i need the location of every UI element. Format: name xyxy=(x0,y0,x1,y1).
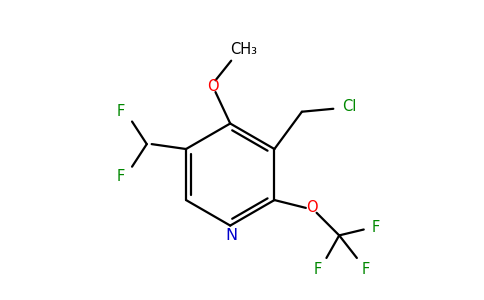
Text: F: F xyxy=(371,220,379,235)
Text: N: N xyxy=(225,228,237,243)
Text: CH₃: CH₃ xyxy=(230,42,257,57)
Text: F: F xyxy=(117,104,125,119)
Text: F: F xyxy=(362,262,370,277)
Text: Cl: Cl xyxy=(342,99,356,114)
Text: O: O xyxy=(306,200,318,215)
Text: O: O xyxy=(207,79,218,94)
Text: F: F xyxy=(314,262,322,277)
Text: F: F xyxy=(117,169,125,184)
